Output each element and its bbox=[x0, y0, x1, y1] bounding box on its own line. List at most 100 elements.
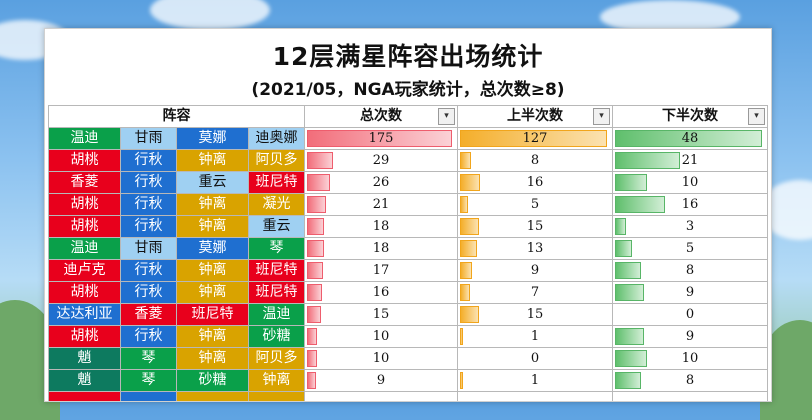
second-half-cell[interactable]: 16 bbox=[612, 193, 768, 216]
total-cell[interactable]: 9 bbox=[304, 369, 458, 392]
second-half-cell[interactable]: 10 bbox=[612, 171, 768, 194]
second-half-cell[interactable]: 48 bbox=[612, 127, 768, 150]
character-cell[interactable]: 迪奥娜 bbox=[248, 127, 305, 150]
character-cell[interactable]: 阿贝多 bbox=[248, 149, 305, 172]
first-half-cell[interactable]: 16 bbox=[457, 171, 613, 194]
first-half-cell[interactable]: 0 bbox=[457, 347, 613, 370]
character-cell[interactable]: 重云 bbox=[176, 171, 249, 194]
cell-value: 21 bbox=[681, 153, 699, 168]
character-cell[interactable]: 魈 bbox=[48, 347, 121, 370]
character-cell[interactable]: 甘雨 bbox=[120, 237, 177, 260]
second-half-cell[interactable]: 9 bbox=[612, 281, 768, 304]
first-half-cell[interactable]: 15 bbox=[457, 303, 613, 326]
character-cell[interactable]: 莫娜 bbox=[176, 237, 249, 260]
total-cell[interactable]: 16 bbox=[304, 281, 458, 304]
character-cell[interactable]: 香菱 bbox=[48, 171, 121, 194]
first-half-cell[interactable]: 9 bbox=[457, 259, 613, 282]
first-half-cell[interactable]: 7 bbox=[457, 281, 613, 304]
character-cell[interactable]: 班尼特 bbox=[176, 303, 249, 326]
filter-dropdown-icon[interactable]: ▾ bbox=[748, 108, 765, 125]
character-cell[interactable]: 胡桃 bbox=[48, 149, 121, 172]
total-cell[interactable]: 17 bbox=[304, 259, 458, 282]
character-cell[interactable]: 阿贝多 bbox=[248, 347, 305, 370]
character-cell[interactable]: 钟离 bbox=[176, 259, 249, 282]
second-half-cell[interactable]: 3 bbox=[612, 215, 768, 238]
character-cell[interactable]: 莫娜 bbox=[176, 127, 249, 150]
character-cell[interactable]: 魈 bbox=[48, 369, 121, 392]
second-half-cell[interactable]: 21 bbox=[612, 149, 768, 172]
character-cell[interactable] bbox=[120, 391, 177, 401]
total-cell[interactable]: 15 bbox=[304, 303, 458, 326]
character-cell[interactable]: 甘雨 bbox=[120, 127, 177, 150]
character-cell[interactable]: 行秋 bbox=[120, 215, 177, 238]
second-half-cell[interactable]: 8 bbox=[612, 369, 768, 392]
character-cell[interactable]: 钟离 bbox=[176, 215, 249, 238]
cell-value: 0 bbox=[530, 351, 540, 366]
character-cell[interactable]: 砂糖 bbox=[176, 369, 249, 392]
data-bar bbox=[615, 284, 644, 301]
total-cell[interactable] bbox=[304, 391, 458, 401]
first-half-cell[interactable]: 1 bbox=[457, 325, 613, 348]
character-cell[interactable]: 班尼特 bbox=[248, 259, 305, 282]
character-cell[interactable]: 行秋 bbox=[120, 325, 177, 348]
second-half-cell[interactable]: 5 bbox=[612, 237, 768, 260]
second-half-cell[interactable]: 9 bbox=[612, 325, 768, 348]
character-cell[interactable]: 行秋 bbox=[120, 281, 177, 304]
character-cell[interactable]: 钟离 bbox=[176, 347, 249, 370]
character-cell[interactable]: 胡桃 bbox=[48, 193, 121, 216]
character-cell[interactable]: 钟离 bbox=[176, 325, 249, 348]
character-cell[interactable] bbox=[176, 391, 249, 401]
first-half-cell[interactable] bbox=[457, 391, 613, 401]
total-cell[interactable]: 21 bbox=[304, 193, 458, 216]
character-cell[interactable]: 温迪 bbox=[248, 303, 305, 326]
character-cell[interactable]: 重云 bbox=[248, 215, 305, 238]
total-cell[interactable]: 18 bbox=[304, 237, 458, 260]
character-cell[interactable]: 行秋 bbox=[120, 171, 177, 194]
second-half-cell[interactable]: 10 bbox=[612, 347, 768, 370]
filter-dropdown-icon[interactable]: ▾ bbox=[438, 108, 455, 125]
character-cell[interactable]: 琴 bbox=[248, 237, 305, 260]
character-cell[interactable]: 行秋 bbox=[120, 193, 177, 216]
character-cell[interactable]: 砂糖 bbox=[248, 325, 305, 348]
second-half-cell[interactable]: 8 bbox=[612, 259, 768, 282]
first-half-cell[interactable]: 13 bbox=[457, 237, 613, 260]
second-half-cell[interactable]: 0 bbox=[612, 303, 768, 326]
character-cell[interactable]: 琴 bbox=[120, 347, 177, 370]
character-cell[interactable]: 胡桃 bbox=[48, 281, 121, 304]
first-half-cell[interactable]: 5 bbox=[457, 193, 613, 216]
character-cell[interactable]: 达达利亚 bbox=[48, 303, 121, 326]
total-cell[interactable]: 26 bbox=[304, 171, 458, 194]
character-cell[interactable]: 钟离 bbox=[248, 369, 305, 392]
character-cell[interactable]: 钟离 bbox=[176, 193, 249, 216]
total-cell[interactable]: 10 bbox=[304, 347, 458, 370]
character-cell[interactable]: 凝光 bbox=[248, 193, 305, 216]
first-half-cell[interactable]: 1 bbox=[457, 369, 613, 392]
character-cell[interactable]: 胡桃 bbox=[48, 215, 121, 238]
character-cell[interactable]: 钟离 bbox=[176, 149, 249, 172]
total-cell[interactable]: 18 bbox=[304, 215, 458, 238]
character-cell[interactable]: 温迪 bbox=[48, 237, 121, 260]
character-cell[interactable] bbox=[48, 391, 121, 401]
character-cell[interactable]: 胡桃 bbox=[48, 325, 121, 348]
character-cell[interactable]: 班尼特 bbox=[248, 171, 305, 194]
total-cell[interactable]: 175 bbox=[304, 127, 458, 150]
first-half-cell[interactable]: 15 bbox=[457, 215, 613, 238]
total-cell[interactable]: 10 bbox=[304, 325, 458, 348]
character-cell[interactable]: 琴 bbox=[120, 369, 177, 392]
filter-dropdown-icon[interactable]: ▾ bbox=[593, 108, 610, 125]
second-half-cell[interactable] bbox=[612, 391, 768, 401]
character-cell[interactable]: 行秋 bbox=[120, 149, 177, 172]
character-cell[interactable]: 钟离 bbox=[176, 281, 249, 304]
character-cell[interactable]: 迪卢克 bbox=[48, 259, 121, 282]
first-half-cell[interactable]: 8 bbox=[457, 149, 613, 172]
character-cell[interactable]: 温迪 bbox=[48, 127, 121, 150]
cell-value: 10 bbox=[372, 351, 390, 366]
background-cloud bbox=[150, 0, 270, 30]
cell-value: 3 bbox=[685, 219, 695, 234]
total-cell[interactable]: 29 bbox=[304, 149, 458, 172]
character-cell[interactable]: 行秋 bbox=[120, 259, 177, 282]
first-half-cell[interactable]: 127 bbox=[457, 127, 613, 150]
character-cell[interactable] bbox=[248, 391, 305, 401]
character-cell[interactable]: 香菱 bbox=[120, 303, 177, 326]
character-cell[interactable]: 班尼特 bbox=[248, 281, 305, 304]
